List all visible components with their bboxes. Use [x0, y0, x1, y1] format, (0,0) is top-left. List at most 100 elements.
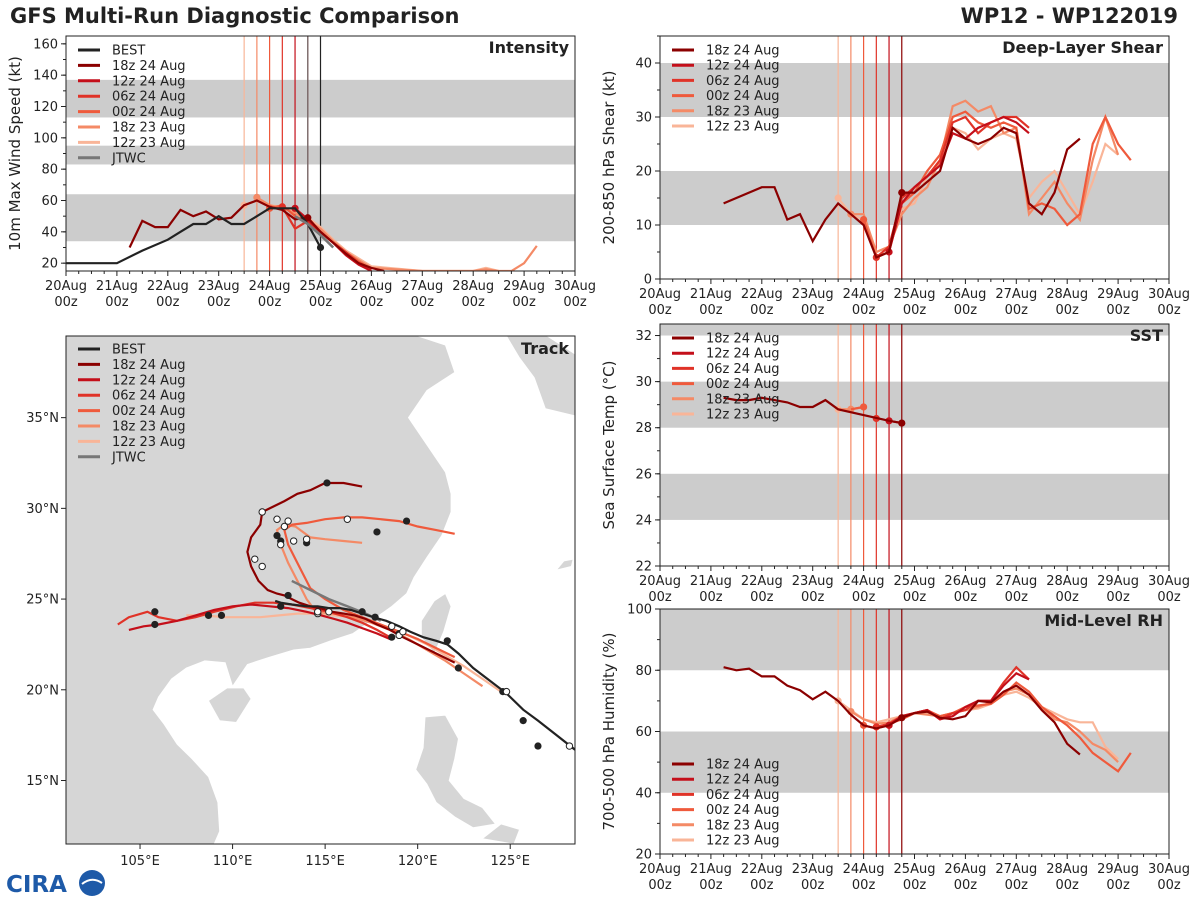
- track-open-point: [302, 535, 311, 543]
- sst-xtick-date: 21Aug: [690, 574, 732, 589]
- track-panel: 105°E 110°E 115°E 120°E 125°E 15°N 20°N 25°N 30°…: [26, 335, 576, 869]
- intensity-panel: 2040608010012014016020Aug00z21Aug00z22Au…: [6, 35, 596, 310]
- sst-init-point-r00z24: [860, 403, 868, 411]
- intensity-xtick-date: 26Aug: [350, 279, 392, 294]
- track-xtick-label: 125°E: [490, 854, 530, 869]
- korea-peninsula: [506, 336, 575, 417]
- okinawa-island: [555, 558, 574, 571]
- sst-plot-bg: [660, 324, 1169, 566]
- sst-legend-label-r06z24: 06z 24 Aug: [706, 362, 780, 377]
- rh-panel: 2040608010020Aug00z21Aug00z22Aug00z23Aug…: [600, 603, 1190, 894]
- sst-xtick-date: 30Aug: [1148, 574, 1190, 589]
- rh-ytick-label: 100: [627, 603, 652, 618]
- sst-xtick-hour: 00z: [750, 590, 774, 605]
- track-point-r12z23: [217, 611, 226, 620]
- rh-xtick-date: 23Aug: [792, 862, 834, 877]
- sst-xtick-hour: 00z: [1157, 590, 1181, 605]
- shear-panel-title: Deep-Layer Shear: [1002, 38, 1163, 57]
- intensity-xtick-date: 29Aug: [503, 279, 545, 294]
- sst-legend-label-r00z24: 00z 24 Aug: [706, 377, 780, 392]
- shear-xtick-hour: 00z: [801, 303, 825, 318]
- shear-xtick-hour: 00z: [1106, 303, 1130, 318]
- track-best-point: [358, 608, 366, 616]
- shear-panel: 01020304020Aug00z21Aug00z22Aug00z23Aug00…: [600, 35, 1190, 318]
- rh-plot-area: [660, 609, 1169, 854]
- track-best-point: [277, 602, 285, 610]
- shear-legend-label-r18z24: 18z 24 Aug: [706, 44, 780, 59]
- track-best-point: [534, 742, 542, 750]
- intensity-legend-label-jtwc: JTWC: [111, 151, 146, 166]
- intensity-xtick-hour: 00z: [105, 295, 129, 310]
- intensity-xtick-date: 22Aug: [147, 279, 189, 294]
- track-series-r18z24: [246, 481, 456, 664]
- intensity-ylabel: 10m Max Wind Speed (kt): [6, 56, 24, 251]
- cira-globe-swoosh-icon: [81, 878, 103, 885]
- samar-island: [481, 823, 521, 844]
- track-xtick-label: 105°E: [120, 854, 160, 869]
- track-best-point: [443, 637, 451, 645]
- track-panel-title: Track: [521, 339, 569, 358]
- intensity-xtick-hour: 00z: [411, 295, 435, 310]
- intensity-best-point: [316, 243, 325, 252]
- track-point-r00z24: [373, 528, 381, 536]
- track-open-point: [280, 522, 289, 531]
- sst-xtick-hour: 00z: [954, 590, 978, 605]
- shear-xtick-date: 28Aug: [1046, 287, 1088, 302]
- sst-ytick-label: 30: [635, 375, 652, 390]
- intensity-legend-label-r06z24: 06z 24 Aug: [112, 90, 186, 105]
- shear-series-r18z24: [723, 125, 1081, 259]
- sst-xtick-date: 25Aug: [894, 574, 936, 589]
- sst-xtick-hour: 00z: [1056, 590, 1080, 605]
- track-frame: [65, 335, 576, 845]
- track-open-point: [258, 562, 266, 571]
- shear-ytick-label: 30: [635, 111, 652, 126]
- shear-plot-area: [660, 36, 1169, 279]
- shear-series-r00z24: [862, 110, 1132, 259]
- intensity-xtick-hour: 00z: [258, 295, 282, 310]
- rh-legend-label-r18z24: 18z 24 Aug: [706, 758, 780, 773]
- intensity-xtick-date: 21Aug: [96, 279, 138, 294]
- shear-xtick-date: 25Aug: [894, 287, 936, 302]
- track-open-point: [289, 537, 298, 545]
- rh-xtick-hour: 00z: [954, 878, 978, 893]
- intensity-init-point-r18z24: [304, 214, 312, 222]
- shear-xtick-hour: 00z: [648, 303, 672, 318]
- shear-xtick-date: 24Aug: [843, 287, 885, 302]
- rh-xtick-hour: 00z: [648, 878, 672, 893]
- track-ytick-label: 35°N: [26, 411, 59, 426]
- shear-xtick-hour: 00z: [1056, 303, 1080, 318]
- luzon-island: [415, 714, 497, 829]
- hainan-island: [207, 687, 252, 723]
- sst-ytick-label: 24: [635, 513, 652, 528]
- track-ytick-label: 25°N: [26, 593, 59, 608]
- intensity-xtick-hour: 00z: [156, 295, 180, 310]
- shear-xtick-date: 29Aug: [1097, 287, 1139, 302]
- shear-xtick-date: 21Aug: [690, 287, 732, 302]
- intensity-legend-label-r18z24: 18z 24 Aug: [112, 59, 186, 74]
- shear-xtick-date: 30Aug: [1148, 287, 1190, 302]
- storm-id-title: WP12 - WP122019: [960, 4, 1178, 28]
- intensity-plot-area: [66, 36, 575, 271]
- track-legend-label-jtwc: JTWC: [111, 450, 146, 465]
- rh-xtick-hour: 00z: [750, 878, 774, 893]
- rh-xtick-hour: 00z: [1157, 878, 1181, 893]
- sst-panel-title: SST: [1130, 326, 1163, 345]
- rh-panel-title: Mid-Level RH: [1044, 611, 1163, 630]
- track-open-point: [325, 608, 333, 616]
- sst-legend-label-r12z23: 12z 23 Aug: [706, 408, 780, 423]
- shear-xtick-hour: 00z: [699, 303, 723, 318]
- intensity-ytick-label: 120: [33, 100, 58, 115]
- rh-init-point-r18z24: [898, 714, 906, 722]
- track-best-point: [371, 613, 379, 621]
- track-best-point: [454, 664, 462, 672]
- intensity-legend-label-r12z24: 12z 24 Aug: [112, 74, 186, 89]
- intensity-init-point-r18z23: [253, 193, 261, 201]
- sst-xtick-date: 29Aug: [1097, 574, 1139, 589]
- sst-xtick-date: 22Aug: [741, 574, 783, 589]
- shear-xtick-date: 20Aug: [639, 287, 681, 302]
- intensity-xtick-date: 20Aug: [45, 279, 87, 294]
- track-ytick-label: 30°N: [26, 502, 59, 517]
- intensity-xtick-date: 28Aug: [452, 279, 494, 294]
- shear-legend-label-r00z24: 00z 24 Aug: [706, 89, 780, 104]
